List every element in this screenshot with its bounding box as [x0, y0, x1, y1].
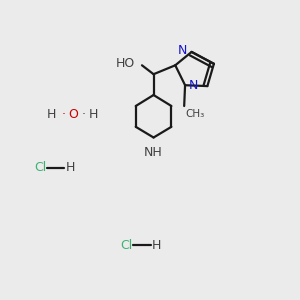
Text: H: H — [66, 161, 75, 174]
Text: NH: NH — [144, 146, 163, 159]
Text: H: H — [152, 238, 161, 252]
Text: Cl: Cl — [34, 161, 46, 174]
Text: N: N — [189, 79, 198, 92]
Text: H: H — [47, 108, 57, 121]
Text: HO: HO — [115, 57, 134, 70]
Text: N: N — [178, 44, 187, 57]
Text: Cl: Cl — [120, 238, 132, 252]
Text: CH₃: CH₃ — [186, 109, 205, 119]
Text: O: O — [68, 108, 78, 121]
Text: ·: · — [81, 108, 86, 121]
Text: H: H — [89, 108, 98, 121]
Text: ·: · — [61, 108, 65, 121]
